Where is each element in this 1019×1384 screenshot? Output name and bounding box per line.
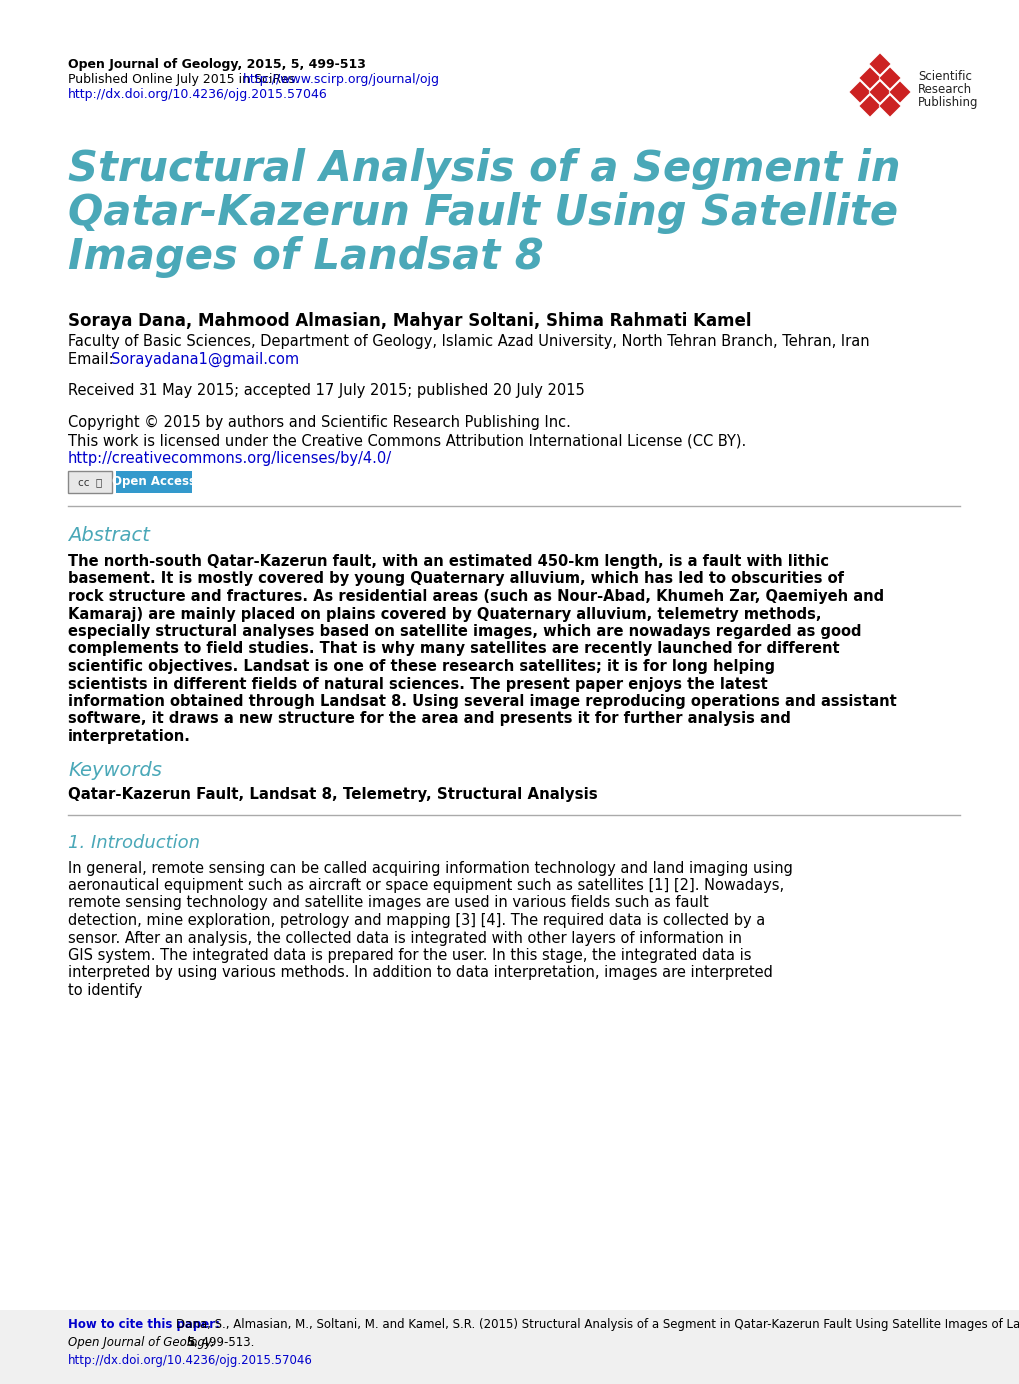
Text: Structural Analysis of a Segment in: Structural Analysis of a Segment in <box>68 148 900 190</box>
Text: Research: Research <box>917 83 971 95</box>
Text: remote sensing technology and satellite images are used in various fields such a: remote sensing technology and satellite … <box>68 895 708 911</box>
Text: This work is licensed under the Creative Commons Attribution International Licen: This work is licensed under the Creative… <box>68 433 746 448</box>
Text: Received 31 May 2015; accepted 17 July 2015; published 20 July 2015: Received 31 May 2015; accepted 17 July 2… <box>68 383 584 399</box>
Polygon shape <box>858 95 880 118</box>
Text: GIS system. The integrated data is prepared for the user. In this stage, the int: GIS system. The integrated data is prepa… <box>68 948 751 963</box>
Text: Soraya Dana, Mahmood Almasian, Mahyar Soltani, Shima Rahmati Kamel: Soraya Dana, Mahmood Almasian, Mahyar So… <box>68 311 751 329</box>
Text: interpreted by using various methods. In addition to data interpretation, images: interpreted by using various methods. In… <box>68 966 772 980</box>
Text: information obtained through Landsat 8. Using several image reproducing operatio: information obtained through Landsat 8. … <box>68 693 896 709</box>
Text: http://www.scirp.org/journal/ojg: http://www.scirp.org/journal/ojg <box>243 73 439 86</box>
Text: interpretation.: interpretation. <box>68 729 191 745</box>
Text: The north-south Qatar-Kazerun fault, with an estimated 450-km length, is a fault: The north-south Qatar-Kazerun fault, wit… <box>68 554 828 569</box>
Text: aeronautical equipment such as aircraft or space equipment such as satellites [1: aeronautical equipment such as aircraft … <box>68 877 784 893</box>
Text: Qatar-Kazerun Fault, Landsat 8, Telemetry, Structural Analysis: Qatar-Kazerun Fault, Landsat 8, Telemetr… <box>68 786 597 801</box>
Polygon shape <box>868 82 891 102</box>
Text: Keywords: Keywords <box>68 760 162 779</box>
Text: Scientific: Scientific <box>917 71 971 83</box>
Text: detection, mine exploration, petrology and mapping [3] [4]. The required data is: detection, mine exploration, petrology a… <box>68 913 764 929</box>
Text: How to cite this paper:: How to cite this paper: <box>68 1318 224 1331</box>
Text: Email:: Email: <box>68 352 118 367</box>
Text: 1. Introduction: 1. Introduction <box>68 835 200 853</box>
Text: Dana, S., Almasian, M., Soltani, M. and Kamel, S.R. (2015) Structural Analysis o: Dana, S., Almasian, M., Soltani, M. and … <box>176 1318 1019 1331</box>
Text: software, it draws a new structure for the area and presents it for further anal: software, it draws a new structure for t… <box>68 711 790 727</box>
Polygon shape <box>878 95 900 118</box>
Text: Copyright © 2015 by authors and Scientific Research Publishing Inc.: Copyright © 2015 by authors and Scientif… <box>68 415 571 430</box>
Text: Sorayadana1@gmail.com: Sorayadana1@gmail.com <box>111 352 299 367</box>
Text: http://dx.doi.org/10.4236/ojg.2015.57046: http://dx.doi.org/10.4236/ojg.2015.57046 <box>68 1354 313 1367</box>
Text: basement. It is mostly covered by young Quaternary alluvium, which has led to ob: basement. It is mostly covered by young … <box>68 572 843 587</box>
Text: Open Access: Open Access <box>112 476 196 489</box>
Text: Open Journal of Geology, 2015, 5, 499-513: Open Journal of Geology, 2015, 5, 499-51… <box>68 58 366 71</box>
Text: Abstract: Abstract <box>68 526 150 545</box>
Text: Qatar-Kazerun Fault Using Satellite: Qatar-Kazerun Fault Using Satellite <box>68 192 898 234</box>
FancyBboxPatch shape <box>68 471 112 493</box>
Text: Faculty of Basic Sciences, Department of Geology, Islamic Azad University, North: Faculty of Basic Sciences, Department of… <box>68 334 869 349</box>
Text: In general, remote sensing can be called acquiring information technology and la: In general, remote sensing can be called… <box>68 861 792 876</box>
Text: , 499-513.: , 499-513. <box>194 1336 254 1349</box>
Text: 5: 5 <box>185 1336 194 1349</box>
Text: scientists in different fields of natural sciences. The present paper enjoys the: scientists in different fields of natura… <box>68 677 767 692</box>
Text: sensor. After an analysis, the collected data is integrated with other layers of: sensor. After an analysis, the collected… <box>68 930 741 945</box>
Text: rock structure and fractures. As residential areas (such as Nour-Abad, Khumeh Za: rock structure and fractures. As residen… <box>68 590 883 603</box>
Polygon shape <box>868 53 891 75</box>
Text: especially structural analyses based on satellite images, which are nowadays reg: especially structural analyses based on … <box>68 624 861 639</box>
FancyBboxPatch shape <box>0 1311 1019 1384</box>
Text: Published Online July 2015 in SciRes.: Published Online July 2015 in SciRes. <box>68 73 303 86</box>
Text: complements to field studies. That is why many satellites are recently launched : complements to field studies. That is wh… <box>68 642 839 656</box>
FancyBboxPatch shape <box>116 471 192 493</box>
Text: Images of Landsat 8: Images of Landsat 8 <box>68 237 543 278</box>
Text: to identify: to identify <box>68 983 143 998</box>
Text: Publishing: Publishing <box>917 95 977 109</box>
Polygon shape <box>889 82 910 102</box>
Text: http://creativecommons.org/licenses/by/4.0/: http://creativecommons.org/licenses/by/4… <box>68 451 391 466</box>
Text: Open Journal of Geology,: Open Journal of Geology, <box>68 1336 218 1349</box>
Text: Kamaraj) are mainly placed on plains covered by Quaternary alluvium, telemetry m: Kamaraj) are mainly placed on plains cov… <box>68 606 820 621</box>
Text: scientific objectives. Landsat is one of these research satellites; it is for lo: scientific objectives. Landsat is one of… <box>68 659 774 674</box>
Text: cc  ⓘ: cc ⓘ <box>77 477 102 487</box>
Text: http://dx.doi.org/10.4236/ojg.2015.57046: http://dx.doi.org/10.4236/ojg.2015.57046 <box>68 89 327 101</box>
Polygon shape <box>858 66 880 89</box>
Polygon shape <box>848 82 870 102</box>
Polygon shape <box>878 66 900 89</box>
